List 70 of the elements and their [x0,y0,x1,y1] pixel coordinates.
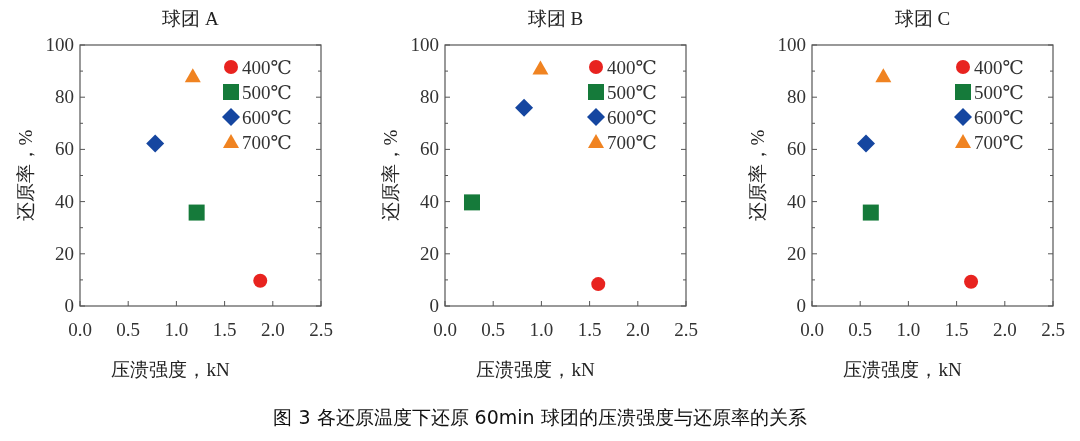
point [964,274,979,289]
y-axis-title: 还原率，% [747,129,768,222]
point [463,194,480,211]
y-tick-label: 100 [45,34,74,55]
y-tick-label: 60 [420,138,439,160]
y-tick-label: 100 [410,34,439,55]
legend-label: 500℃ [242,82,292,103]
legend-label: 500℃ [607,82,657,103]
point [591,277,606,292]
legend-label: 400℃ [242,57,292,78]
x-tick-label: 0.5 [848,319,873,340]
x-axis-title: 压溃强度，kN [111,359,230,380]
y-tick-label: 80 [420,86,439,108]
y-tick-label: 40 [420,190,439,212]
point [253,273,268,288]
x-tick-label: 2.0 [625,319,650,340]
y-axis-title: 还原率，% [15,129,36,222]
y-tick-label: 20 [787,242,806,264]
x-tick-label: 2.5 [309,319,333,340]
legend-label: 500℃ [974,82,1024,103]
y-tick-label: 20 [55,242,74,264]
x-tick-label: 1.5 [944,319,969,340]
point [532,60,549,75]
point [515,98,534,117]
y-tick-label: 0 [64,295,74,316]
point [188,204,205,221]
x-tick-label: 2.5 [1041,319,1065,340]
x-tick-label: 1.5 [577,319,602,340]
y-tick-label: 60 [55,138,74,160]
y-tick-label: 40 [55,190,74,212]
y-tick-label: 100 [777,34,806,55]
y-axis-title: 还原率，% [380,129,401,222]
x-tick-label: 2.0 [992,319,1017,340]
y-tick-label: 80 [55,86,74,108]
x-tick-label: 0.5 [116,319,141,340]
chart-title: 球团 A [162,8,220,29]
x-tick-label: 1.0 [164,319,189,340]
y-tick-label: 0 [796,295,806,316]
chart-title: 球团 C [894,8,951,29]
point [875,68,892,83]
x-tick-label: 0.5 [481,319,506,340]
y-tick-label: 20 [420,242,439,264]
x-tick-label: 2.0 [260,319,285,340]
legend-label: 400℃ [974,57,1024,78]
x-axis-title: 压溃强度，kN [476,359,595,380]
y-tick-label: 80 [787,86,806,108]
legend-label: 700℃ [607,132,657,153]
x-tick-label: 0.0 [433,319,457,340]
y-tick-label: 40 [787,190,806,212]
point [856,134,875,153]
x-tick-label: 1.0 [896,319,921,340]
x-axis-title: 压溃强度，kN [843,359,962,380]
point [184,68,201,83]
caption: 图 3 各还原温度下还原 60min 球团的压溃强度与还原率的关系 [273,406,807,428]
legend-label: 600℃ [607,107,657,128]
y-tick-label: 0 [429,295,439,316]
point [862,204,879,221]
x-tick-label: 1.5 [212,319,237,340]
legend-label: 700℃ [242,132,292,153]
x-tick-label: 1.0 [529,319,554,340]
legend-label: 600℃ [974,107,1024,128]
legend-label: 700℃ [974,132,1024,153]
chart-title: 球团 B [527,8,584,29]
x-tick-label: 2.5 [674,319,698,340]
point [146,134,165,153]
x-tick-label: 0.0 [68,319,92,340]
legend-label: 400℃ [607,57,657,78]
y-tick-label: 60 [787,138,806,160]
x-tick-label: 0.0 [800,319,824,340]
legend-label: 600℃ [242,107,292,128]
